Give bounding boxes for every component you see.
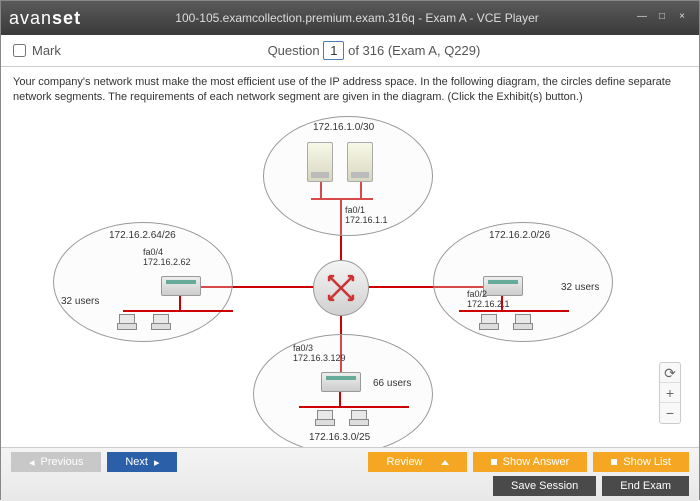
next-button[interactable]: Next ▸: [107, 452, 177, 472]
zoom-out-icon[interactable]: −: [660, 403, 680, 423]
end-exam-button[interactable]: End Exam: [602, 476, 689, 496]
iface-top-label: fa0/1 172.16.1.1: [345, 206, 388, 226]
switch-left-icon: [161, 276, 201, 296]
pc-left-1-icon: [117, 314, 135, 330]
pc-bot-bus: [299, 406, 409, 408]
question-number: 1: [323, 41, 344, 60]
question-indicator: Question 1 of 316 (Exam A, Q229): [61, 43, 687, 58]
content-area: Your company's network must make the mos…: [1, 67, 699, 447]
iface-bot-label: fa0/3 172.16.3.129: [293, 344, 346, 364]
switch-bot-icon: [321, 372, 361, 392]
close-icon[interactable]: ×: [673, 11, 691, 25]
zoom-reset-icon[interactable]: ⟳: [660, 363, 680, 383]
app-logo: avanset: [9, 8, 81, 29]
mark-label: Mark: [32, 43, 61, 58]
zoom-in-icon[interactable]: +: [660, 383, 680, 403]
maximize-icon[interactable]: □: [653, 11, 671, 25]
subnet-right-label: 172.16.2.0/26: [489, 230, 550, 241]
server-1-icon: [307, 142, 333, 182]
subnet-top-label: 172.16.1.0/30: [313, 122, 374, 133]
previous-button[interactable]: ◂ Previous: [11, 452, 101, 472]
switch-left-drop: [179, 296, 181, 310]
window-title: 100-105.examcollection.premium.exam.316q…: [81, 11, 633, 25]
window-controls: — □ ×: [633, 11, 691, 25]
zoom-control: ⟳ + −: [659, 362, 681, 424]
mark-checkbox[interactable]: [13, 44, 26, 57]
iface-right-label: fa0/2 172.16.2.1: [467, 290, 510, 310]
iface-left-label: fa0/4 172.16.2.62: [143, 248, 191, 268]
review-button[interactable]: Review: [368, 452, 466, 472]
save-session-button[interactable]: Save Session: [493, 476, 596, 496]
minimize-icon[interactable]: —: [633, 11, 651, 25]
switch-bot-drop: [339, 392, 341, 406]
server-2-icon: [347, 142, 373, 182]
subnet-left-label: 172.16.2.64/26: [109, 230, 176, 241]
pc-left-2-icon: [151, 314, 169, 330]
users-right-label: 32 users: [561, 282, 599, 293]
footer-bar: ◂ Previous Next ▸ Review Show Answer Sho…: [1, 447, 699, 501]
router-icon: [313, 260, 369, 316]
pc-right-1-icon: [479, 314, 497, 330]
show-list-button[interactable]: Show List: [593, 452, 689, 472]
title-bar: avanset 100-105.examcollection.premium.e…: [1, 1, 699, 35]
pc-left-bus: [123, 310, 233, 312]
pc-bot-2-icon: [349, 410, 367, 426]
question-bar: Mark Question 1 of 316 (Exam A, Q229): [1, 35, 699, 67]
users-left-label: 32 users: [61, 296, 99, 307]
question-text: Your company's network must make the mos…: [13, 75, 687, 106]
pc-right-2-icon: [513, 314, 531, 330]
users-bot-label: 66 users: [373, 378, 411, 389]
show-answer-button[interactable]: Show Answer: [473, 452, 588, 472]
subnet-bot-label: 172.16.3.0/25: [309, 432, 370, 443]
pc-right-bus: [459, 310, 569, 312]
network-diagram: 172.16.1.0/30 172.16.2.64/26 172.16.2.0/…: [13, 112, 687, 432]
pc-bot-1-icon: [315, 410, 333, 426]
